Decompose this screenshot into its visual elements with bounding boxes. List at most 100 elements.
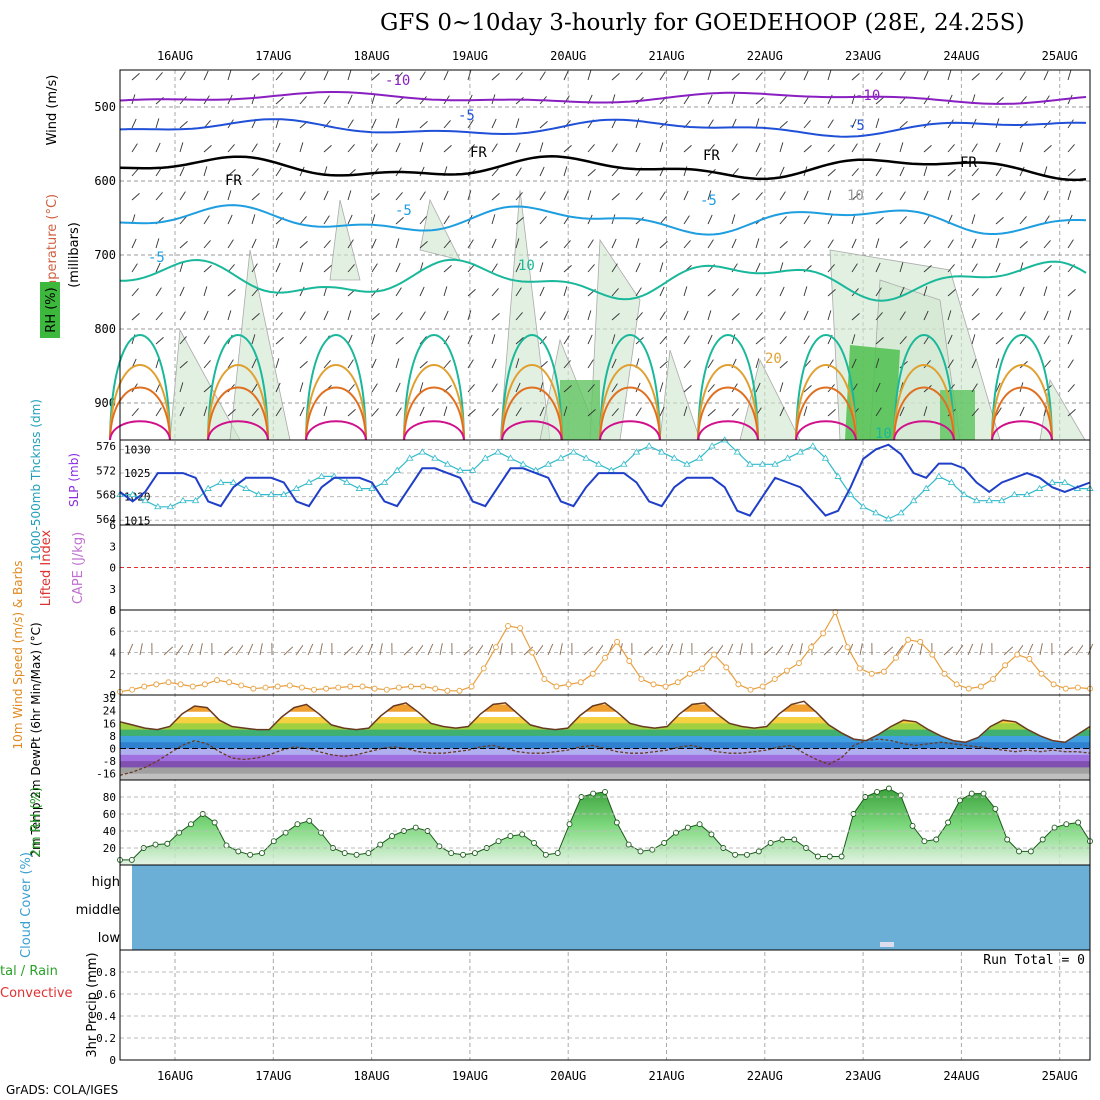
wind-barb [1075,644,1084,656]
contour-label: -5 [395,203,412,219]
wind-speed-series-point [917,638,924,645]
wind-barb [539,336,547,345]
wind-speed-series-point [735,681,742,688]
wind-barb [947,169,956,177]
wind-barb [155,142,161,153]
wind-barb [323,406,328,417]
wind-speed-series-point [323,685,330,692]
wind-barb [175,644,184,656]
thickness-series-point [204,484,212,491]
wind-barb [547,643,554,656]
wind-barb [971,334,976,345]
wind-barb [491,214,496,225]
wind-barb [299,406,305,417]
wind-barb [155,287,162,297]
wind-barb [899,406,905,417]
wind-barb [875,312,883,321]
wind-barb [1067,384,1075,393]
precip-tick: 0 [109,1054,116,1067]
wind-barb [947,264,955,273]
wind-barb [1039,643,1043,656]
wind-barb [995,118,1000,129]
wind-speed-series-point [844,644,851,651]
contour-10-low [893,334,955,441]
wind-barb [1043,145,1052,153]
wind-barb [323,265,332,273]
date-label-top: 24AUG [943,49,979,63]
wind-speed-series-point [214,677,220,684]
wind-barb [899,241,908,249]
wind-speed-series-point [1038,670,1045,677]
wind-barb [251,383,258,393]
wind-barb [155,192,163,201]
li-tick: 3 [109,583,116,596]
rh2m-series-point [542,851,549,858]
wind-barb [1063,646,1074,656]
contour-20 [109,364,171,441]
wind-speed-series-point [759,683,766,690]
wind-barb [947,190,952,201]
wind-barb [131,193,140,201]
wind-barb [1067,70,1072,81]
rh2m-series-point [128,856,135,863]
wind-barb [347,70,352,81]
wind-barb [707,384,715,393]
wind-barb [203,145,212,153]
wind-barb [275,358,280,369]
thickness-series-point [456,466,464,473]
wind-barb [731,408,739,417]
wind-tick: 0 [109,689,116,702]
wind-barb [923,215,930,225]
rh2m-series-point [613,819,620,826]
temp-band [120,723,1090,731]
wind-barb [475,644,484,656]
thickness-series-point [582,454,590,461]
wind-barb [467,384,475,393]
wind-barb [443,406,448,417]
wind-barb [299,142,304,153]
wind-barb [683,240,691,249]
wind-barb [899,286,905,297]
wind-barb [155,72,163,81]
temp-band [120,767,1090,775]
thickness-series-point [191,496,200,504]
rh2m-series-point [874,788,881,795]
contour-30 [697,420,759,441]
wind-barb [683,70,689,81]
wind-barb [851,263,858,273]
rh2m-series-point [708,831,715,838]
wind-barb [683,215,690,225]
wind-barb [491,193,500,201]
wind-barb [371,193,380,201]
wind-speed-series-point [517,625,524,632]
contour-minus5 [119,118,1087,138]
thickness-series-point [406,454,414,461]
wind-barb [187,643,194,656]
wind-speed-series-point [359,683,366,690]
wind-barb [755,118,760,129]
rh2m-series-point [365,850,372,857]
wind-barb [227,169,236,177]
rh2m-series-point [779,836,786,843]
wind-speed-series-point [771,676,778,683]
wind-barb [419,121,428,129]
wind-speed-series-point [602,654,608,661]
wind-barb [323,120,331,129]
rh2m-series-point [767,839,774,846]
wind-barb [923,190,929,201]
wind-barb [971,408,979,417]
thickness-series-point [695,454,704,461]
wind-barb [179,216,187,225]
wind-barb [875,337,884,345]
wind-barb [731,238,737,249]
wind-barb [419,96,427,105]
slp-panel [119,439,1091,526]
thickness-series [120,439,1090,520]
rh-shading [329,199,361,281]
date-label-bottom: 21AUG [648,1069,684,1083]
wind-speed-series-point [977,683,984,690]
wind-barb [1043,166,1048,177]
wind-tick: 2 [109,668,116,681]
wind-barb [367,643,374,656]
wind-barb [875,167,882,177]
